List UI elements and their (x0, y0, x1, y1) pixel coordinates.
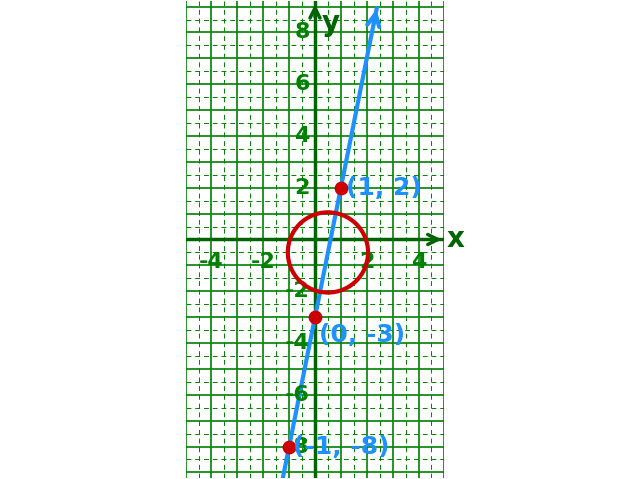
Text: -2: -2 (285, 281, 310, 301)
Text: -4: -4 (285, 333, 310, 353)
Text: 4: 4 (411, 252, 427, 273)
Text: (0, -3): (0, -3) (319, 323, 405, 347)
Text: 4: 4 (294, 126, 310, 146)
Text: y: y (321, 9, 340, 37)
Text: 6: 6 (294, 74, 310, 94)
Text: 2: 2 (294, 178, 310, 198)
Text: x: x (447, 226, 465, 253)
Text: -4: -4 (199, 252, 224, 273)
Text: -2: -2 (251, 252, 275, 273)
Point (310, 313, 320, 321)
Text: 2: 2 (359, 252, 374, 273)
Text: (1, 2): (1, 2) (346, 176, 422, 200)
Text: (-1, -8): (-1, -8) (293, 434, 389, 458)
Text: -6: -6 (285, 385, 310, 405)
Text: -8: -8 (285, 436, 310, 456)
Point (336, 184, 346, 192)
Point (284, 443, 294, 450)
Text: 8: 8 (294, 23, 310, 43)
